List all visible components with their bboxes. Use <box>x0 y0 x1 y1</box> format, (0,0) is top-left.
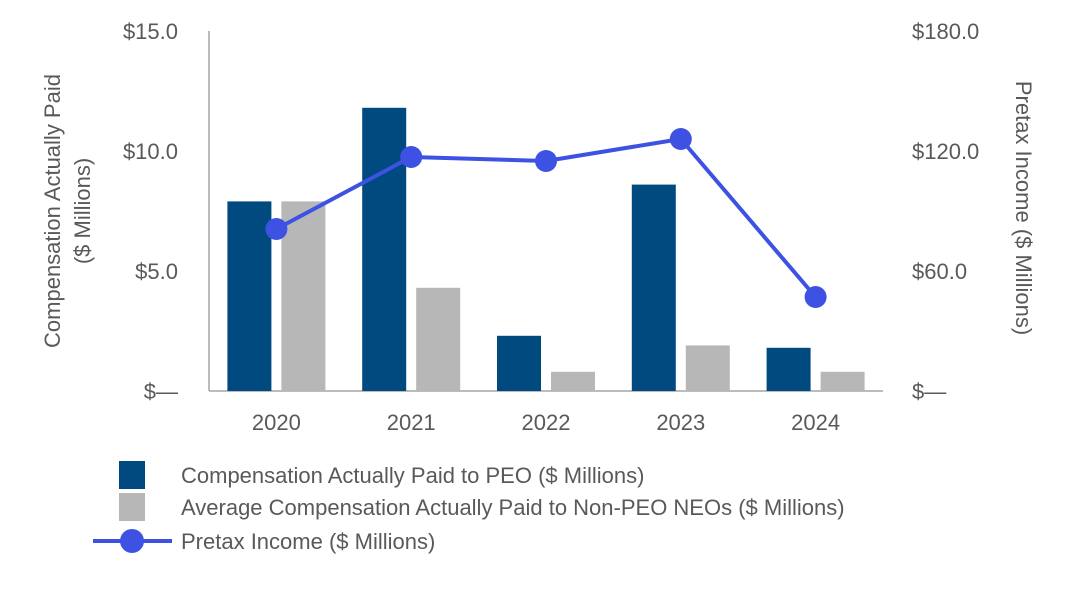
y-axis-right-ticks: $— $60.0 $120.0 $180.0 <box>912 19 979 404</box>
x-tick-label: 2022 <box>522 410 571 435</box>
x-axis-ticks: 2020 2021 2022 2023 2024 <box>252 410 840 435</box>
y-right-tick-label: $— <box>912 379 946 404</box>
pretax-income-point <box>669 128 692 150</box>
y-right-tick-label: $120.0 <box>912 139 979 164</box>
y-left-tick-label: $10.0 <box>123 139 178 164</box>
y-right-tick-label: $60.0 <box>912 259 967 284</box>
legend: Compensation Actually Paid to PEO ($ Mil… <box>93 461 845 554</box>
x-tick-label: 2023 <box>656 410 705 435</box>
peo-bar <box>766 347 811 391</box>
peo-bar <box>362 107 407 392</box>
bars <box>227 107 865 392</box>
pretax-income-line-layer <box>265 128 827 308</box>
legend-swatch-peo <box>119 461 145 489</box>
peo-bar <box>631 184 676 391</box>
neo-bar <box>281 201 326 391</box>
x-tick-label: 2024 <box>791 410 840 435</box>
legend-label: Average Compensation Actually Paid to No… <box>181 495 845 520</box>
y-left-tick-label: $— <box>144 379 178 404</box>
peo-bar <box>227 201 272 391</box>
x-tick-label: 2021 <box>387 410 436 435</box>
legend-label: Pretax Income ($ Millions) <box>181 529 435 554</box>
y-axis-left-title-units: ($ Millions) <box>70 158 95 264</box>
y-left-tick-label: $15.0 <box>123 19 178 44</box>
y-axis-right-title: Pretax Income ($ Millions) <box>1011 81 1036 335</box>
legend-swatch-neo <box>119 493 145 521</box>
x-tick-label: 2020 <box>252 410 301 435</box>
y-axis-left-title: Compensation Actually Paid <box>40 74 65 348</box>
pretax-income-point <box>535 150 557 172</box>
y-axis-left-ticks: $— $5.0 $10.0 $15.0 <box>123 19 178 404</box>
neo-bar <box>820 371 865 391</box>
pretax-income-point <box>265 218 288 240</box>
y-right-tick-label: $180.0 <box>912 19 979 44</box>
pretax-income-point <box>804 286 827 308</box>
y-left-tick-label: $5.0 <box>135 259 178 284</box>
legend-swatch-marker <box>120 529 144 553</box>
legend-label: Compensation Actually Paid to PEO ($ Mil… <box>181 463 644 488</box>
neo-bar <box>416 287 461 391</box>
pretax-income-point <box>400 146 423 168</box>
neo-bar <box>551 371 595 391</box>
peo-bar <box>497 335 541 391</box>
neo-bar <box>685 345 730 391</box>
